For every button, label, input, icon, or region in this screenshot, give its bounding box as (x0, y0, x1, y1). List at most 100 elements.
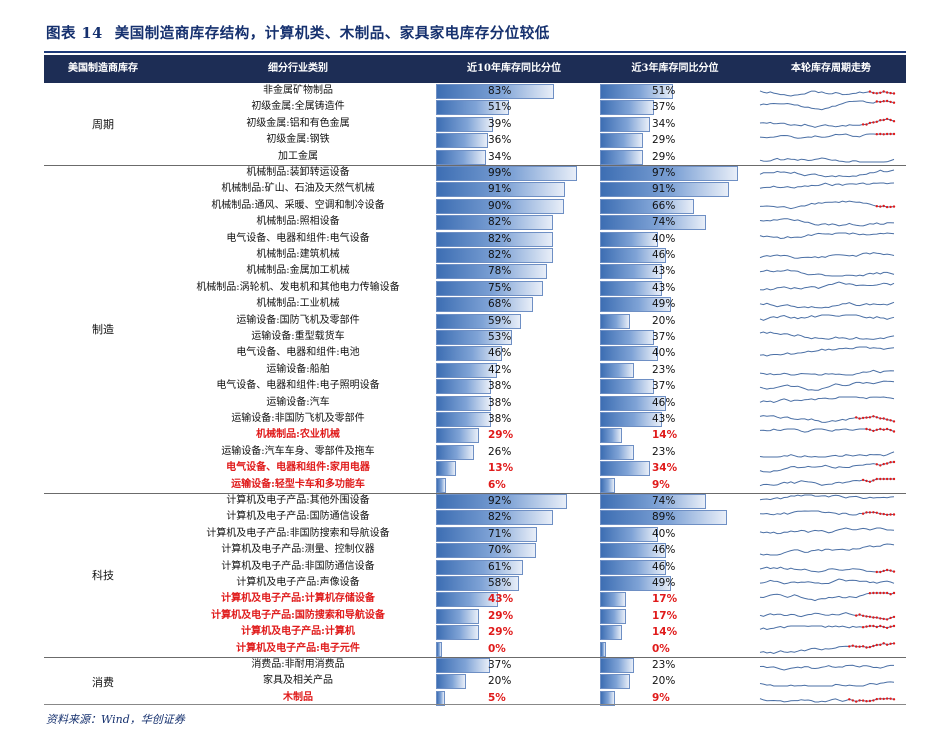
sparkline-dot (879, 132, 882, 136)
sparkline-dot (875, 511, 878, 515)
pct10-value: 42% (488, 363, 512, 376)
sparkline-path (759, 100, 895, 111)
pct3-cell: 9% (600, 477, 750, 493)
sparkline-dot (861, 512, 865, 516)
sparkline-dot (879, 592, 882, 595)
trend-sparkline (759, 415, 896, 423)
pct10-bar (436, 641, 442, 657)
pct10-bar (436, 690, 445, 706)
pct10-cell: 91% (436, 182, 586, 198)
pct3-bar (600, 543, 667, 559)
table-row: 计算机及电子产品:其他外围设备 92% 74% (44, 493, 906, 509)
sparkline-dot (872, 430, 875, 433)
industry-name: 运输设备:国防飞机及零部件 (236, 314, 360, 326)
pct3-bar (600, 690, 615, 706)
sparkline-dot (892, 132, 896, 136)
pct3-bar (600, 559, 667, 575)
bottom-rule (44, 704, 906, 705)
sparkline-dot (868, 480, 872, 483)
pct3-bar (600, 592, 626, 608)
pct3-cell: 66% (600, 198, 750, 214)
pct3-value: 43% (652, 265, 676, 278)
pct3-cell: 43% (600, 412, 750, 427)
pct3-value: 29% (652, 150, 676, 163)
pct10-value: 90% (488, 199, 512, 212)
sparkline-dot (868, 416, 872, 419)
pct10-value: 82% (488, 249, 512, 261)
pct10-bar (436, 149, 486, 165)
sparkline-dot (889, 101, 892, 104)
pct10-value: 58% (488, 577, 512, 589)
sparkline-dot (865, 511, 868, 514)
sparkline-dot (889, 616, 892, 619)
pct3-cell: 23% (600, 658, 750, 673)
pct10-bar (436, 444, 475, 460)
trend-sparkline (759, 477, 896, 486)
pct3-value: 34% (652, 117, 676, 130)
pct3-bar (600, 625, 622, 641)
sparkline-dot (868, 615, 872, 618)
sparkline-dot (879, 464, 882, 467)
sparkline-dot (882, 477, 885, 480)
pct3-bar (600, 346, 658, 362)
pct3-value: 0% (652, 642, 670, 655)
sparkline-dot (858, 613, 861, 616)
sparkline-dot (882, 697, 885, 700)
sparkline-dot (879, 624, 882, 628)
sparkline-dot (855, 644, 858, 648)
sparkline-dot (885, 568, 889, 571)
industry-name: 机械制品:农业机械 (256, 429, 340, 441)
sparkline-dot (889, 132, 892, 136)
group-separator (44, 492, 906, 494)
pct3-value: 23% (652, 659, 676, 671)
sparkline-path (759, 346, 895, 357)
sparkline-dot (885, 91, 889, 94)
pct3-cell: 51% (600, 84, 750, 99)
table-row: 电气设备、电器和组件:家用电器 13% 34% (44, 460, 906, 477)
pct10-value: 83% (488, 85, 512, 97)
sparkline-path (759, 169, 895, 178)
figure-title: 图表 14 美国制造商库存结构，计算机类、木制品、家具家电库存分位较低 (46, 22, 550, 43)
sparkline-dot (885, 643, 889, 646)
table-row: 计算机及电子产品:非国防通信设备 61% 46% (44, 559, 906, 575)
pct3-bar (600, 149, 643, 165)
sparkline-dot (875, 428, 878, 432)
industry-name: 计算机及电子产品:非国防搜索和导航设备 (206, 527, 390, 539)
pct3-cell: 46% (600, 559, 750, 575)
group-separator (44, 164, 906, 166)
pct10-value: 39% (488, 117, 512, 130)
sparkline-dot (892, 477, 896, 480)
pct3-bar (600, 182, 730, 198)
sparkline-dot (879, 428, 882, 431)
sparkline-dot (879, 697, 882, 700)
pct10-value: 82% (488, 216, 512, 229)
trend-sparkline (759, 510, 896, 517)
sparkline-dot (885, 205, 889, 209)
pct3-cell: 29% (600, 149, 750, 165)
pct10-cell: 59% (436, 313, 586, 329)
sparkline-path (759, 182, 895, 190)
pct10-value: 37% (488, 659, 512, 671)
sparkline-dot (875, 92, 878, 95)
pct3-bar (600, 576, 671, 591)
pct10-bar (436, 608, 479, 624)
sparkline-dot (889, 429, 892, 432)
pct10-value: 75% (488, 281, 512, 294)
sparkline-dot (875, 416, 878, 419)
sparkline-dot (889, 625, 892, 629)
sparkline-dot (885, 626, 889, 630)
pct3-value: 40% (652, 527, 676, 540)
header-group: 美国制造商库存 (68, 63, 138, 74)
sparkline-path (759, 664, 894, 671)
table-row: 非金属矿物制品 83% 51% (44, 83, 906, 99)
pct3-bar (600, 280, 663, 296)
sparkline-dot (858, 698, 861, 702)
table-row: 加工金属 34% 29% (44, 149, 906, 165)
pct3-bar (600, 198, 695, 214)
pct3-bar (600, 264, 663, 280)
pct3-bar (600, 461, 650, 477)
sparkline-dot (885, 117, 889, 120)
pct3-value: 20% (652, 675, 676, 688)
sparkline-dot (855, 416, 858, 419)
trend-sparkline (759, 346, 895, 357)
